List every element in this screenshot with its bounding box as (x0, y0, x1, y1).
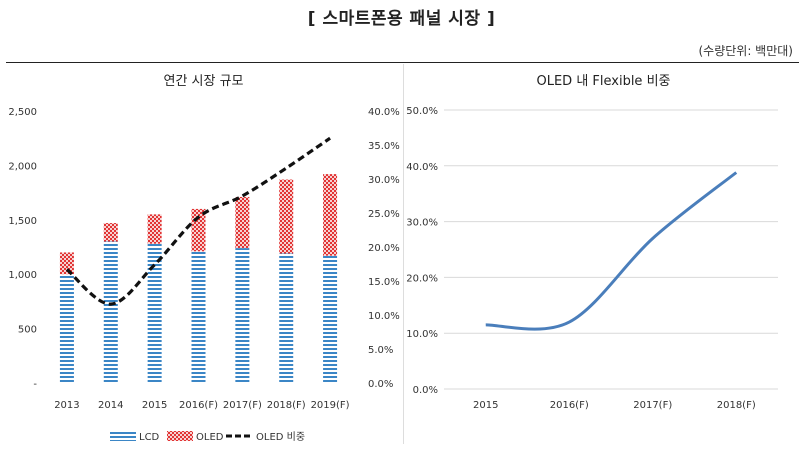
left-chart: - 500 1,000 1,500 2,000 2,500 0.0% 5.0% 10.0% 15.… (8, 107, 399, 443)
y-tick-label: 20.0% (406, 273, 438, 284)
y-tick-label: 50.0% (406, 106, 438, 117)
x-tick-label: 2017(F) (223, 400, 262, 411)
y-right-tick-label: 5.0% (368, 345, 393, 356)
right-chart-title: OLED 내 Flexible 비중 (536, 74, 671, 89)
y-right-tick-label: 35.0% (368, 141, 400, 152)
x-tick-label: 2014 (98, 400, 123, 411)
y-right-tick-label: 30.0% (368, 175, 400, 186)
y-right-tick-label: 10.0% (368, 311, 400, 322)
bar-oled (235, 196, 250, 249)
y-right-tick-label: 0.0% (368, 379, 393, 390)
right-chart: 0.0% 10.0% 20.0% 30.0% 40.0% 50.0% 2015 2016(F)… (406, 106, 778, 411)
flexible-share-line (485, 171, 738, 331)
bar-oled (147, 214, 162, 244)
x-tick-label: 2019(F) (311, 400, 350, 411)
x-tick-label: 2015 (473, 400, 498, 411)
oled-share-line (65, 136, 331, 306)
bar-lcd (323, 255, 338, 383)
y-right-tick-label: 15.0% (368, 277, 400, 288)
bar-lcd (147, 243, 162, 383)
x-tick-label: 2013 (54, 400, 79, 411)
bar-oled (59, 252, 74, 275)
y-left-tick-label: 2,500 (8, 107, 37, 118)
y-right-tick-label: 40.0% (368, 107, 400, 118)
y-tick-label: 40.0% (406, 162, 438, 173)
x-tick-label: 2016(F) (550, 400, 589, 411)
x-tick-label: 2017(F) (633, 400, 672, 411)
left-chart-title: 연간 시장 규모 (163, 74, 244, 89)
bar-oled (279, 179, 294, 254)
legend-oled-label: OLED (196, 432, 224, 443)
bar-lcd (279, 253, 294, 383)
header-rule (6, 62, 799, 63)
bar-oled (103, 223, 118, 242)
bar-lcd (103, 241, 118, 383)
bar-oled (323, 174, 338, 256)
page-title: [ 스마트폰용 패널 시장 ] (307, 9, 496, 29)
legend-oled-swatch (167, 431, 193, 441)
bar-lcd (191, 251, 206, 383)
x-tick-label: 2015 (142, 400, 167, 411)
x-tick-label: 2018(F) (717, 400, 756, 411)
y-left-tick-label: 1,000 (8, 270, 37, 281)
y-right-tick-label: 25.0% (368, 209, 400, 220)
y-tick-label: 0.0% (413, 385, 438, 396)
x-tick-label: 2016(F) (179, 400, 218, 411)
y-right-tick-label: 20.0% (368, 243, 400, 254)
y-tick-label: 30.0% (406, 218, 438, 229)
y-left-tick-label: - (33, 379, 37, 390)
bar-lcd (235, 248, 250, 383)
bar-lcd (59, 274, 74, 383)
y-left-tick-label: 2,000 (8, 161, 37, 172)
y-left-tick-label: 1,500 (8, 216, 37, 227)
legend-lcd-swatch (110, 431, 136, 441)
legend-lcd-label: LCD (139, 432, 160, 443)
chart-divider (403, 64, 404, 444)
legend-line-label: OLED 비중 (256, 431, 305, 443)
x-tick-label: 2018(F) (267, 400, 306, 411)
y-tick-label: 10.0% (406, 329, 438, 340)
unit-label: (수량단위: 백만대) (698, 44, 793, 58)
y-left-tick-label: 500 (18, 325, 37, 336)
